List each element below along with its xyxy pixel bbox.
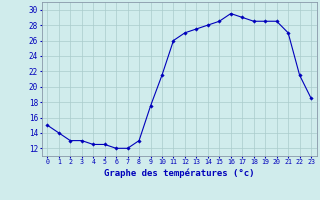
X-axis label: Graphe des températures (°c): Graphe des températures (°c) [104,168,254,178]
